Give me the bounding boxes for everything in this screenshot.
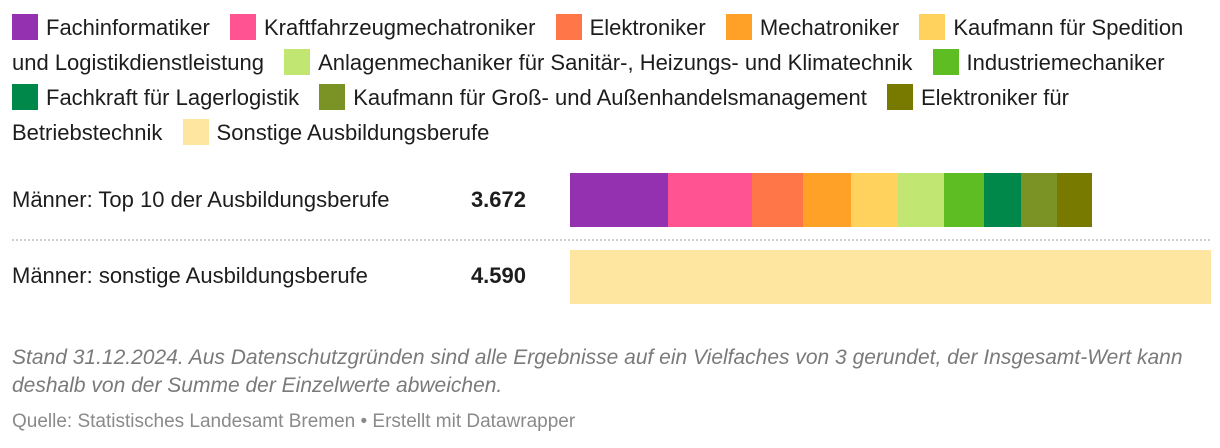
row-divider bbox=[12, 239, 1210, 241]
legend-label: Anlagenmechaniker für Sanitär-, Heizungs… bbox=[318, 50, 913, 75]
legend-label: Elektroniker für Betriebstechnik bbox=[12, 85, 1069, 145]
bar-segment bbox=[851, 173, 899, 227]
legend-swatch bbox=[12, 14, 38, 40]
legend-swatch bbox=[725, 14, 752, 40]
bar-segment bbox=[1020, 173, 1058, 227]
legend-swatch bbox=[12, 84, 38, 110]
legend-swatch bbox=[182, 119, 209, 145]
bar-segment bbox=[668, 173, 753, 227]
legend-label: Kaufmann für Spedition und Logistikdiens… bbox=[12, 15, 1184, 75]
legend-label: Sonstige Ausbildungsberufe bbox=[216, 120, 490, 145]
row-label-top10: Männer: Top 10 der Ausbildungsberufe bbox=[12, 187, 390, 212]
row-total-top10: 3.672 bbox=[470, 187, 526, 212]
legend-item: Kaufmann für Spedition und Logistikdiens… bbox=[12, 14, 1184, 75]
legend-swatch bbox=[887, 84, 913, 110]
bar-segment bbox=[943, 173, 985, 227]
legend-item: Elektroniker bbox=[555, 14, 706, 40]
legend-label: Fachkraft für Lagerlogistik bbox=[46, 85, 300, 110]
legend-item: Sonstige Ausbildungsberufe bbox=[182, 119, 490, 145]
legend-label: Fachinformatiker bbox=[46, 15, 210, 40]
legend-item: Anlagenmechaniker für Sanitär-, Heizungs… bbox=[284, 49, 913, 75]
legend-item: Elektroniker für Betriebstechnik bbox=[12, 84, 1069, 145]
legend-label: Elektroniker bbox=[589, 15, 706, 40]
legend-label: Mechatroniker bbox=[759, 15, 900, 40]
legend-swatch bbox=[229, 14, 256, 40]
legend-label: Industriemechaniker bbox=[966, 50, 1165, 75]
legend-swatch bbox=[932, 49, 959, 75]
legend-label: Kraftfahrzeugmechatroniker bbox=[263, 15, 536, 40]
bar-segment bbox=[570, 173, 669, 227]
chart-source: Quelle: Statistisches Landesamt Bremen •… bbox=[12, 411, 576, 432]
chart-legend: Fachinformatiker Kraftfahrzeugmechatroni… bbox=[12, 10, 1212, 150]
stacked-bar-sonstige bbox=[570, 250, 1211, 304]
legend-swatch bbox=[284, 49, 311, 75]
bar-segment bbox=[897, 173, 945, 227]
legend-item: Kraftfahrzeugmechatroniker bbox=[229, 14, 536, 40]
legend-swatch bbox=[919, 14, 946, 40]
bar-segment bbox=[751, 173, 804, 227]
legend-swatch bbox=[555, 14, 582, 40]
legend-swatch bbox=[319, 84, 346, 110]
row-total-sonstige: 4.590 bbox=[470, 263, 526, 288]
row-label-sonstige: Männer: sonstige Ausbildungsberufe bbox=[12, 263, 368, 288]
legend-item: Fachinformatiker bbox=[12, 14, 210, 40]
legend-item: Industriemechaniker bbox=[932, 49, 1165, 75]
bar-segment bbox=[984, 173, 1022, 227]
chart-note: Stand 31.12.2024. Aus Datenschutzgründen… bbox=[12, 346, 1183, 397]
bar-segment bbox=[1057, 173, 1093, 227]
bar-segment bbox=[570, 250, 1211, 304]
stacked-bar-top10 bbox=[570, 173, 1210, 227]
legend-item: Mechatroniker bbox=[725, 14, 900, 40]
legend-item: Kaufmann für Groß- und Außenhandelsmanag… bbox=[319, 84, 867, 110]
legend-label: Kaufmann für Groß- und Außenhandelsmanag… bbox=[353, 85, 867, 110]
bar-segment bbox=[803, 173, 852, 227]
legend-item: Fachkraft für Lagerlogistik bbox=[12, 84, 300, 110]
